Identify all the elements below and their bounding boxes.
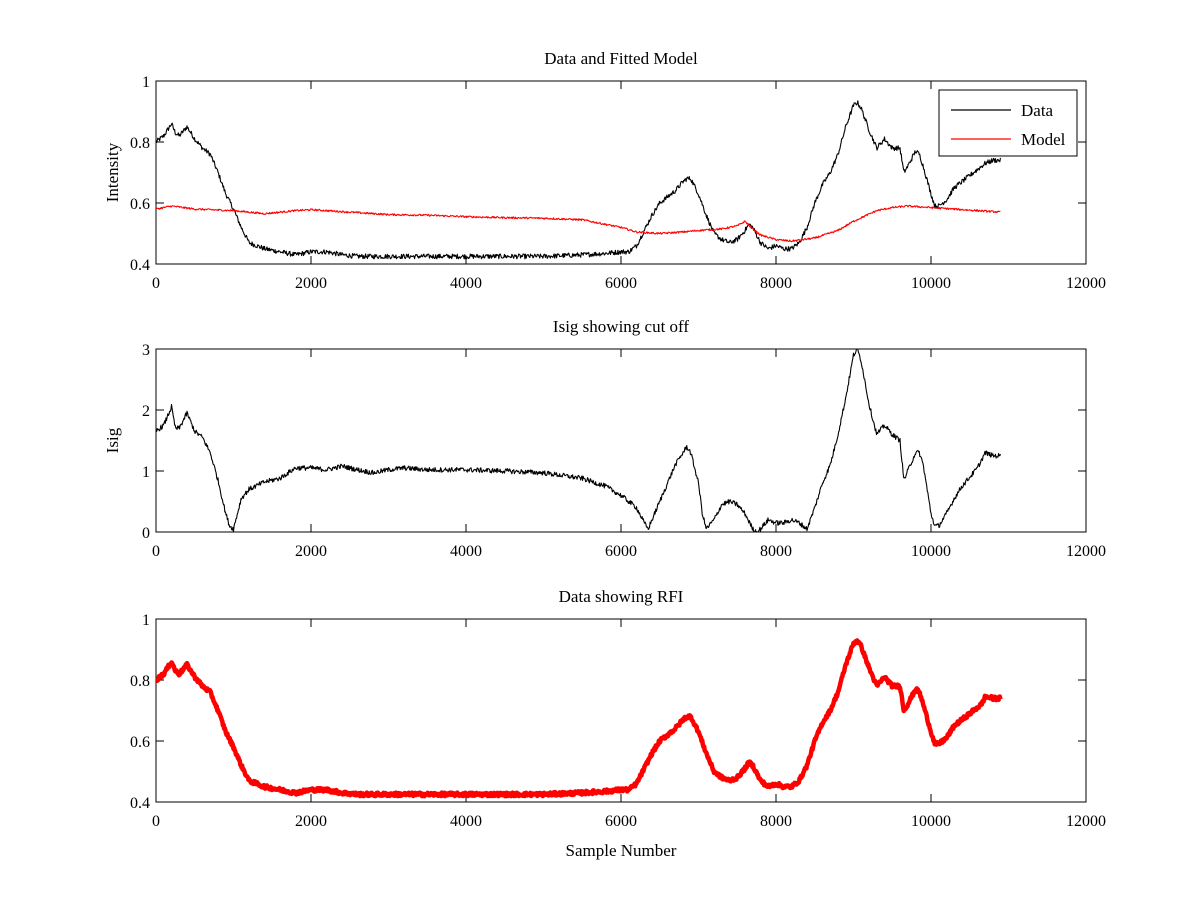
y-tick-label: 0.6 xyxy=(130,196,150,213)
legend-entry: Model xyxy=(1021,130,1066,149)
x-tick-label: 0 xyxy=(152,813,160,830)
y-tick-label: 0.4 xyxy=(130,795,150,812)
x-tick-label: 2000 xyxy=(295,543,327,560)
legend: Data Model xyxy=(938,89,1078,157)
x-tick-label: 8000 xyxy=(760,813,792,830)
x-tick-label: 8000 xyxy=(760,543,792,560)
x-tick-label: 10000 xyxy=(911,543,951,560)
y-tick-label: 2 xyxy=(142,403,150,420)
x-tick-label: 2000 xyxy=(295,813,327,830)
x-tick-label: 6000 xyxy=(605,543,637,560)
x-tick-label: 10000 xyxy=(911,275,951,292)
x-tick-label: 4000 xyxy=(450,813,482,830)
legend-entry: Data xyxy=(1021,101,1054,120)
x-tick-label: 2000 xyxy=(295,275,327,292)
axes-box xyxy=(155,348,1087,533)
series-line-1 xyxy=(156,638,1003,799)
y-axis-label: Isig xyxy=(103,427,122,453)
x-tick-label: 12000 xyxy=(1066,813,1106,830)
chart-title: Data showing RFI xyxy=(559,587,684,606)
series-line-data xyxy=(156,100,1001,260)
x-tick-label: 6000 xyxy=(605,275,637,292)
chart-title: Data and Fitted Model xyxy=(544,49,698,68)
y-tick-label: 0.8 xyxy=(130,673,150,690)
y-axis-label: Intensity xyxy=(103,142,122,202)
x-tick-label: 10000 xyxy=(911,813,951,830)
series-line-1 xyxy=(156,349,1001,532)
x-tick-label: 6000 xyxy=(605,813,637,830)
y-tick-label: 1 xyxy=(142,612,150,629)
x-tick-label: 8000 xyxy=(760,275,792,292)
y-tick-label: 0 xyxy=(142,525,150,542)
chart-panel-3: 0 2000 4000 6000 8000 10000 12000 0.4 0.6 0.8 1 Dat… xyxy=(130,587,1106,860)
series-line-model xyxy=(156,204,1001,243)
legend-box xyxy=(938,89,1078,157)
x-tick-label: 0 xyxy=(152,275,160,292)
y-tick-label: 1 xyxy=(142,74,150,91)
x-tick-label: 4000 xyxy=(450,275,482,292)
chart-panel-2: 0 2000 4000 6000 8000 10000 12000 0 1 2 3 Isig show… xyxy=(103,317,1106,560)
y-tick-label: 0.8 xyxy=(130,135,150,152)
chart-panel-1: 0 2000 4000 6000 8000 10000 12000 0.4 0.6 0.8 1 Dat… xyxy=(103,49,1106,292)
y-tick-label: 0.4 xyxy=(130,257,150,274)
x-axis-label: Sample Number xyxy=(566,841,677,860)
x-tick-label: 4000 xyxy=(450,543,482,560)
x-tick-label: 0 xyxy=(152,543,160,560)
axes-box xyxy=(155,618,1087,803)
x-tick-label: 12000 xyxy=(1066,543,1106,560)
x-tick-label: 12000 xyxy=(1066,275,1106,292)
y-tick-label: 0.6 xyxy=(130,734,150,751)
y-tick-label: 3 xyxy=(142,342,150,359)
chart-title: Isig showing cut off xyxy=(553,317,689,336)
y-tick-label: 1 xyxy=(142,464,150,481)
